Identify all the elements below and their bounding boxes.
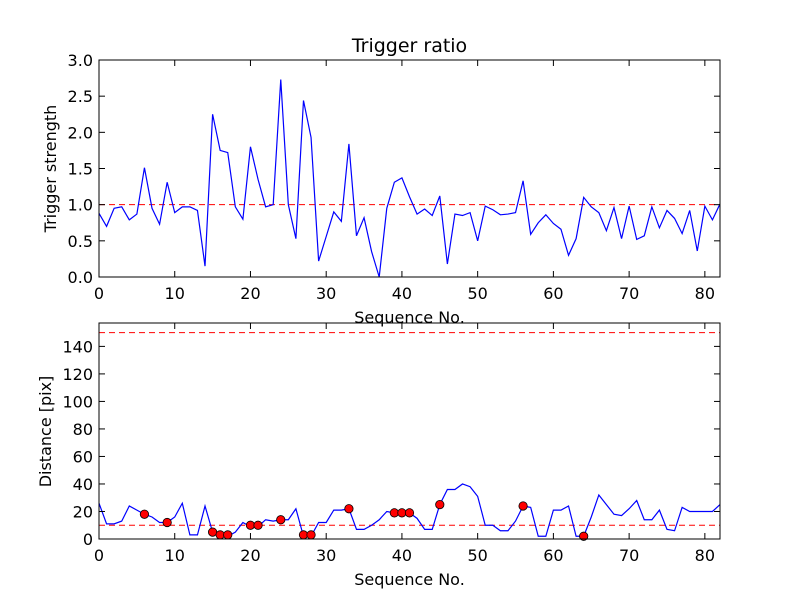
trigger-ratio-chart: Trigger ratio 0 10 20 30 40 50 60 70 80 0.0 0.5 1.0… [41,35,721,327]
y-tick-label: 2.0 [68,123,93,142]
y-tick-label: 80 [73,420,93,439]
x-tick-label: 40 [392,546,412,565]
x-tick-label: 60 [543,546,563,565]
x-tick-label: 20 [240,546,260,565]
x-tick-label: 80 [695,284,715,303]
data-point-marker [276,515,286,525]
x-tick-label: 70 [619,546,639,565]
x-tick-label: 50 [467,546,487,565]
data-point-marker [518,501,528,511]
chart-title: Trigger ratio [351,35,467,57]
y-axis-label: Distance [pix] [36,376,55,488]
data-point-marker [397,508,407,518]
data-point-marker [298,530,309,540]
data-point-marker [162,517,172,528]
y-tick-label: 20 [73,502,93,521]
x-tick-label: 70 [619,284,639,303]
x-tick-label: 60 [543,284,563,303]
data-point-marker [139,509,150,519]
x-tick-label: 40 [392,284,412,303]
y-tick-label: 1.0 [68,196,93,215]
y-tick-label: 3.0 [68,51,93,70]
x-tick-label: 20 [240,284,260,303]
distance-plot-area: 0 10 20 30 40 50 60 70 80 0 20 40 60 80 100 120 140 [62,322,721,565]
y-tick-label: 60 [73,447,93,466]
distance-chart: 0 10 20 30 40 50 60 70 80 0 20 40 60 80 100 120 140 Sequ… [36,322,721,589]
x-tick-label: 30 [316,284,336,303]
data-point-marker [215,530,225,540]
y-tick-label: 140 [62,337,93,356]
y-axis-label: Trigger strength [41,105,60,234]
y-tick-label: 100 [62,392,93,411]
y-tick-label: 2.5 [68,87,93,106]
plot-frame [98,322,721,540]
data-point-marker [435,500,445,510]
data-point-marker [245,520,256,530]
data-point-marker [306,530,316,540]
data-point-marker [253,520,263,530]
series-line [98,79,721,278]
x-tick-label: 0 [94,546,104,565]
y-tick-label: 40 [73,475,93,494]
x-tick-label: 80 [695,546,715,565]
x-tick-label: 10 [165,284,185,303]
x-tick-label: 10 [165,546,185,565]
data-point-marker [207,527,218,537]
x-tick-label: 30 [316,546,336,565]
x-tick-label: 50 [467,284,487,303]
y-tick-label: 120 [62,365,93,384]
x-tick-label: 0 [94,284,104,303]
data-point-marker [344,504,354,514]
data-point-marker [389,508,399,518]
y-tick-label: 1.5 [68,160,93,179]
trigger-plot-area: 0 10 20 30 40 50 60 70 80 0.0 0.5 1.0 1.5 2.0 2.5 3.0 [68,51,721,303]
x-axis-label: Sequence No. [354,308,465,327]
y-tick-label: 0.0 [68,268,93,287]
x-axis-label: Sequence No. [354,570,465,589]
y-tick-label: 0.5 [68,232,93,251]
data-point-marker [404,508,415,518]
data-point-marker [579,531,589,541]
y-tick-label: 0 [83,530,93,549]
data-point-marker [223,530,233,540]
